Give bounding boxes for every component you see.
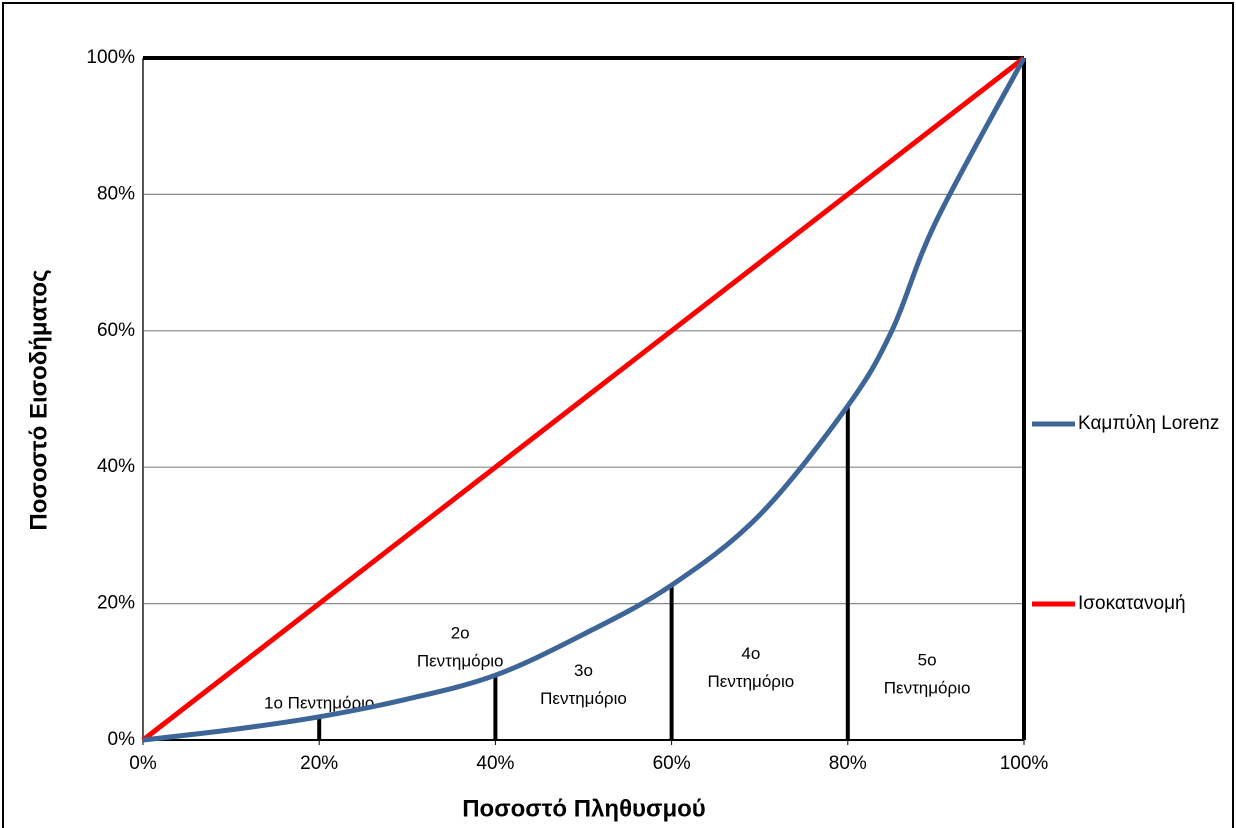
x-tick-label: 100% [1000, 753, 1049, 774]
x-tick-label: 0% [129, 753, 157, 774]
series-line [142, 56, 1027, 743]
annotation-line: Πεντημόριο [417, 652, 504, 671]
y-tick-label: 0% [108, 729, 136, 750]
y-tick-label: 40% [97, 456, 135, 477]
annotation: 1ο Πεντημόριο [264, 694, 374, 713]
y-tick-label: 80% [97, 183, 135, 204]
annotation: 5ο Πεντημόριο [884, 651, 971, 698]
x-tick-label: 60% [653, 753, 691, 774]
y-axis-title: Ποσοστό Εισοδήματος [25, 269, 52, 530]
series-line [141, 56, 1026, 742]
legend-label: Καμπύλη Lorenz [1078, 413, 1219, 434]
annotation-line: Πεντημόριο [540, 689, 627, 708]
y-tick-label: 100% [86, 47, 135, 68]
annotation: 3ο Πεντημόριο [540, 661, 627, 708]
legend-label: Ισοκατανομή [1078, 593, 1186, 614]
annotation-line: 4ο [741, 644, 760, 663]
annotation-line: 1ο Πεντημόριο [264, 694, 374, 713]
y-tick-label: 60% [97, 320, 135, 341]
annotation-line: Πεντημόριο [708, 672, 795, 691]
annotation: 4ο Πεντημόριο [708, 644, 795, 691]
annotation-line: 5ο [918, 651, 937, 670]
x-tick-label: 20% [300, 753, 338, 774]
x-tick-label: 40% [476, 753, 514, 774]
x-tick-label: 80% [829, 753, 867, 774]
x-axis-title: Ποσοστό Πληθυσμού [462, 795, 706, 822]
annotation-line: 3ο [574, 661, 593, 680]
annotation: 2ο Πεντημόριο [417, 624, 504, 671]
annotation-line: Πεντημόριο [884, 679, 971, 698]
annotation-line: 2ο [451, 624, 470, 643]
y-tick-label: 20% [97, 593, 135, 614]
